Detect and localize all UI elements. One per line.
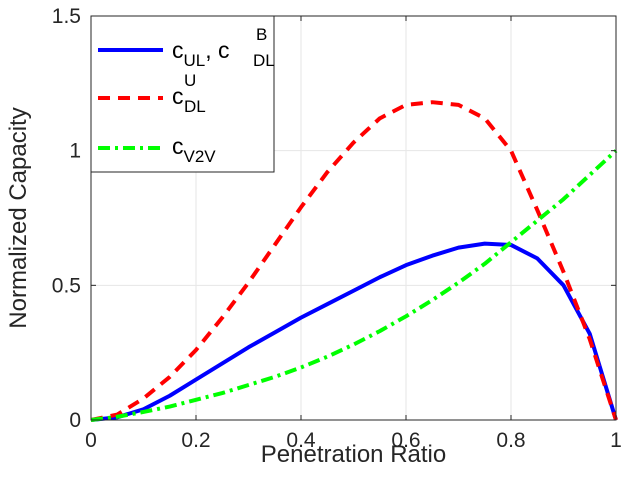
legend-label-series-3: cV2V xyxy=(172,133,216,166)
x-axis-label: Penetration Ratio xyxy=(261,441,446,468)
legend-label-series-1: cUL, cB DL xyxy=(172,25,275,70)
legend: cUL, cB DL cU DL cV2V xyxy=(90,15,275,173)
y-axis-label: Normalized Capacity xyxy=(5,107,32,328)
x-tick-label: 0.4 xyxy=(286,429,316,452)
y-tick-label: 1.5 xyxy=(52,5,81,28)
x-tick-label: 0.8 xyxy=(496,429,525,452)
x-tick-label: 1 xyxy=(610,429,622,452)
y-tick-label: 0 xyxy=(69,409,81,432)
axes-box xyxy=(90,15,617,421)
x-tick-label: 0.6 xyxy=(391,429,420,452)
series-line-1 xyxy=(90,241,618,422)
series-lines xyxy=(90,100,618,422)
y-tick-label: 1 xyxy=(69,140,81,163)
y-tick-label: 0.5 xyxy=(52,274,81,297)
series-line-3 xyxy=(90,149,618,422)
x-tick-label: 0.2 xyxy=(181,429,210,452)
ticks: 0 0.2 0.4 0.6 0.8 1 0 0.5 1 1.5 xyxy=(52,5,622,452)
series-line-2 xyxy=(90,100,618,422)
legend-label-series-2: cU DL xyxy=(172,71,206,116)
legend-box xyxy=(90,15,275,173)
x-tick-label: 0 xyxy=(85,429,97,452)
